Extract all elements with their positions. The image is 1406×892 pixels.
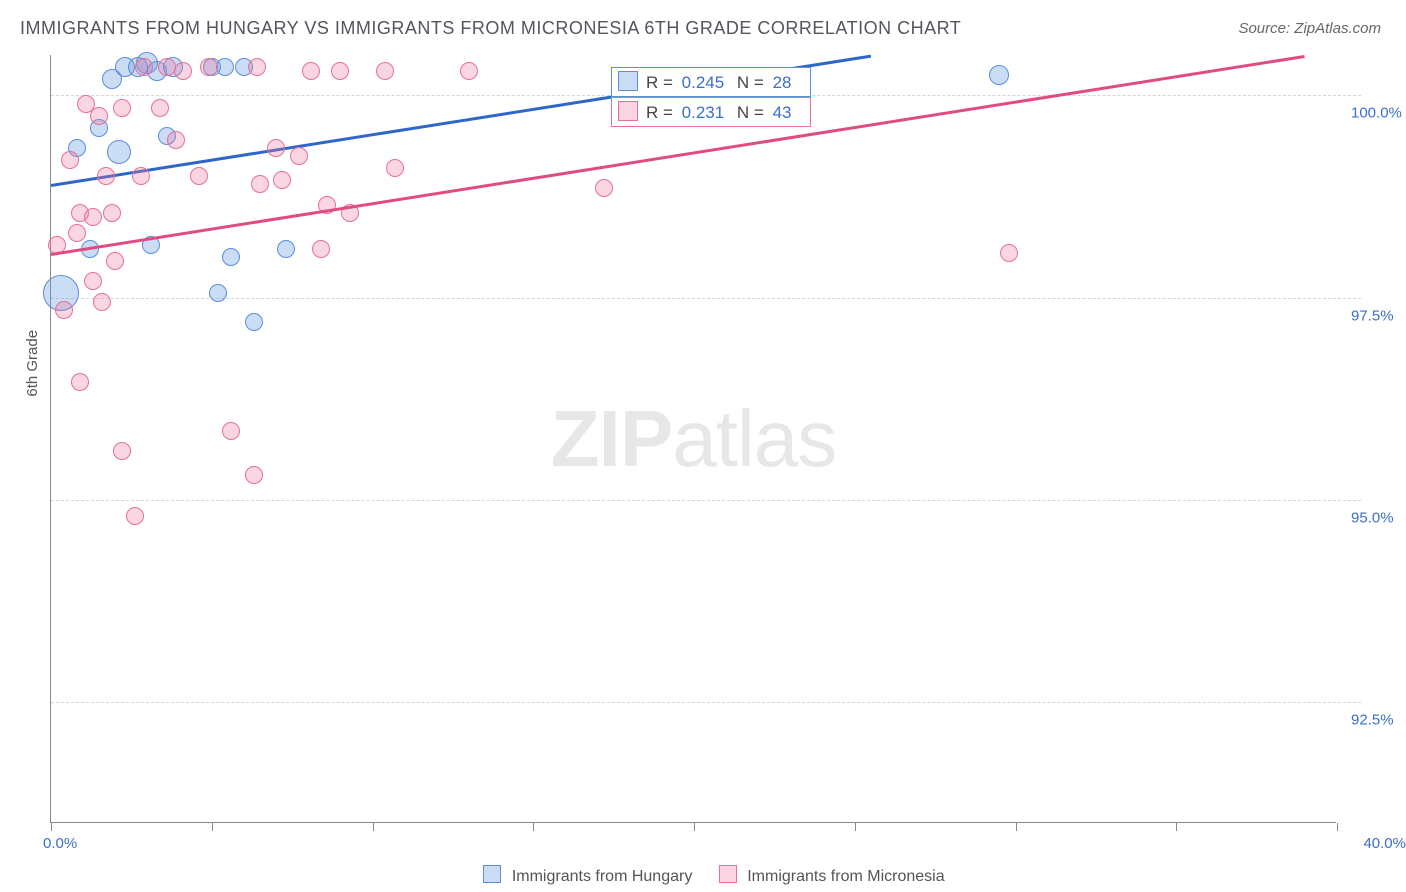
data-point-micronesia bbox=[55, 301, 73, 319]
data-point-hungary bbox=[216, 58, 234, 76]
data-point-micronesia bbox=[376, 62, 394, 80]
data-point-hungary bbox=[277, 240, 295, 258]
data-point-micronesia bbox=[190, 167, 208, 185]
data-point-micronesia bbox=[174, 62, 192, 80]
source-attribution: Source: ZipAtlas.com bbox=[1238, 20, 1381, 37]
y-tick-label: 97.5% bbox=[1351, 307, 1394, 324]
data-point-micronesia bbox=[106, 252, 124, 270]
legend-swatch-hungary bbox=[483, 865, 501, 883]
legend-label-micronesia: Immigrants from Micronesia bbox=[747, 868, 944, 885]
correlation-box-micronesia: R = 0.231 N = 43 bbox=[611, 97, 811, 127]
data-point-micronesia bbox=[93, 293, 111, 311]
data-point-hungary bbox=[245, 313, 263, 331]
data-point-micronesia bbox=[1000, 244, 1018, 262]
y-tick-label: 95.0% bbox=[1351, 509, 1394, 526]
x-tick bbox=[212, 823, 213, 831]
y-tick-label: 100.0% bbox=[1351, 105, 1402, 122]
data-point-micronesia bbox=[151, 99, 169, 117]
y-axis-title: 6th Grade bbox=[24, 330, 41, 397]
gridline bbox=[51, 298, 1361, 299]
x-axis-max-label: 40.0% bbox=[1363, 835, 1406, 852]
data-point-micronesia bbox=[68, 224, 86, 242]
data-point-micronesia bbox=[97, 167, 115, 185]
data-point-micronesia bbox=[90, 107, 108, 125]
data-point-micronesia bbox=[71, 373, 89, 391]
x-tick bbox=[51, 823, 52, 831]
data-point-micronesia bbox=[251, 175, 269, 193]
data-point-micronesia bbox=[331, 62, 349, 80]
data-point-micronesia bbox=[132, 167, 150, 185]
legend-label-hungary: Immigrants from Hungary bbox=[512, 868, 693, 885]
data-point-micronesia bbox=[267, 139, 285, 157]
x-tick bbox=[533, 823, 534, 831]
gridline bbox=[51, 702, 1361, 703]
data-point-micronesia bbox=[222, 422, 240, 440]
x-tick bbox=[1337, 823, 1338, 831]
legend: Immigrants from Hungary Immigrants from … bbox=[0, 865, 1406, 886]
x-tick bbox=[1016, 823, 1017, 831]
data-point-hungary bbox=[222, 248, 240, 266]
data-point-micronesia bbox=[103, 204, 121, 222]
data-point-micronesia bbox=[273, 171, 291, 189]
data-point-hungary bbox=[107, 140, 131, 164]
x-axis-min-label: 0.0% bbox=[43, 835, 77, 852]
correlation-box-hungary: R = 0.245 N = 28 bbox=[611, 67, 811, 97]
data-point-micronesia bbox=[302, 62, 320, 80]
data-point-micronesia bbox=[113, 442, 131, 460]
x-tick bbox=[855, 823, 856, 831]
watermark: ZIPatlas bbox=[551, 393, 836, 485]
data-point-micronesia bbox=[460, 62, 478, 80]
data-point-micronesia bbox=[167, 131, 185, 149]
data-point-micronesia bbox=[248, 58, 266, 76]
data-point-micronesia bbox=[84, 208, 102, 226]
data-point-micronesia bbox=[61, 151, 79, 169]
data-point-micronesia bbox=[126, 507, 144, 525]
data-point-micronesia bbox=[113, 99, 131, 117]
data-point-hungary bbox=[989, 65, 1009, 85]
gridline bbox=[51, 500, 1361, 501]
data-point-micronesia bbox=[290, 147, 308, 165]
data-point-micronesia bbox=[84, 272, 102, 290]
data-point-micronesia bbox=[386, 159, 404, 177]
data-point-micronesia bbox=[200, 58, 218, 76]
scatter-plot: ZIPatlas 0.0% 40.0% 92.5%95.0%97.5%100.0… bbox=[50, 55, 1336, 823]
x-tick bbox=[1176, 823, 1177, 831]
x-tick bbox=[373, 823, 374, 831]
x-tick bbox=[694, 823, 695, 831]
data-point-micronesia bbox=[312, 240, 330, 258]
data-point-micronesia bbox=[245, 466, 263, 484]
data-point-micronesia bbox=[135, 58, 153, 76]
data-point-hungary bbox=[209, 284, 227, 302]
data-point-micronesia bbox=[595, 179, 613, 197]
chart-title: IMMIGRANTS FROM HUNGARY VS IMMIGRANTS FR… bbox=[20, 18, 961, 39]
legend-swatch-micronesia bbox=[719, 865, 737, 883]
data-point-micronesia bbox=[158, 58, 176, 76]
y-tick-label: 92.5% bbox=[1351, 711, 1394, 728]
